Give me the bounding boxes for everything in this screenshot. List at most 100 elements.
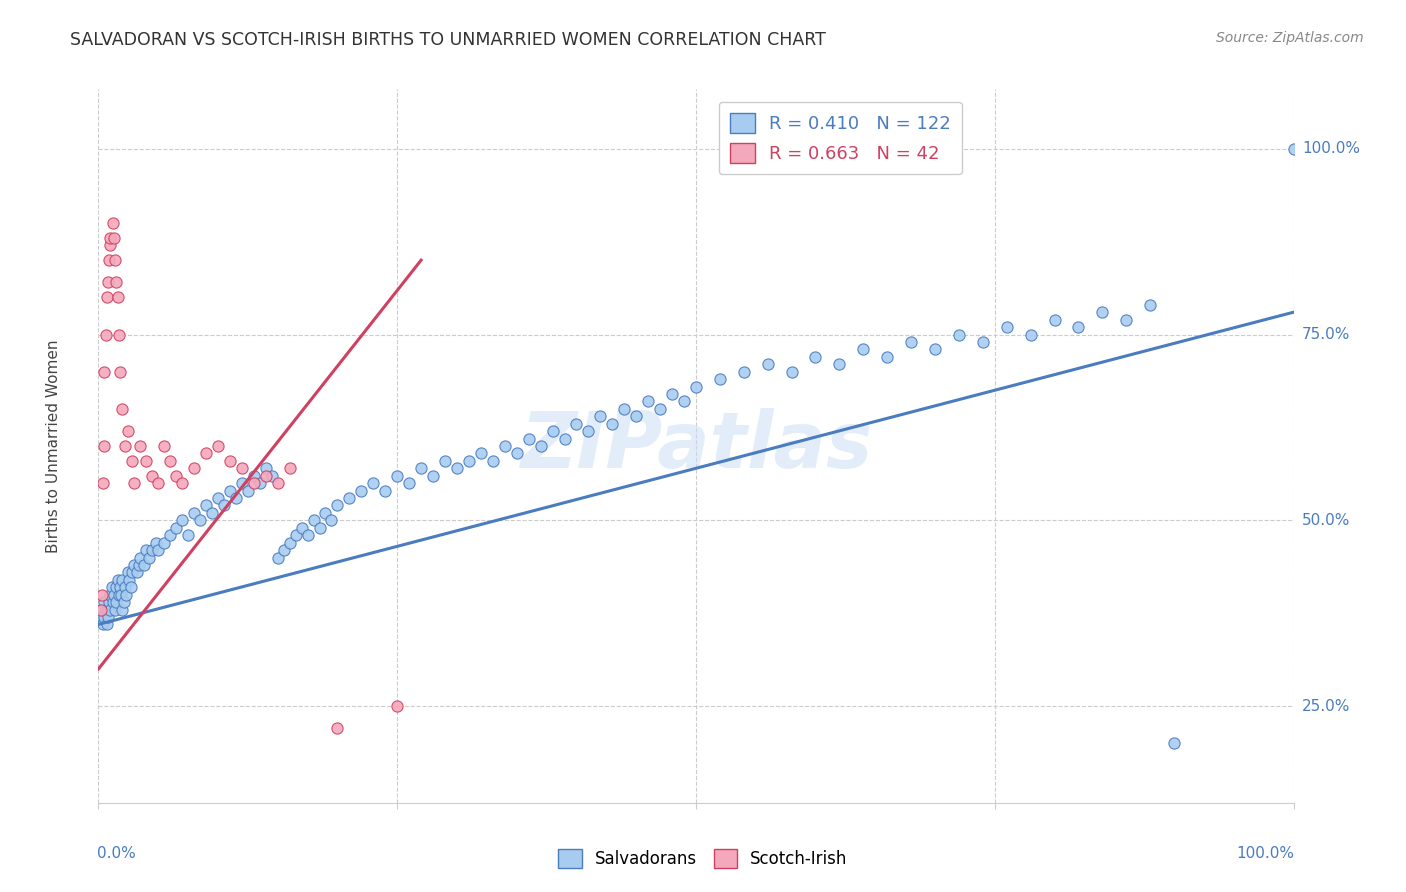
Point [434, 454, 457, 468]
Point [98, 595, 121, 609]
Point [98, 231, 122, 245]
Point [91, 617, 114, 632]
Point [900, 334, 922, 349]
Point [124, 558, 146, 572]
Point [138, 550, 160, 565]
Point [104, 602, 127, 616]
Point [98, 588, 122, 602]
Point [212, 499, 235, 513]
Point [995, 320, 1018, 334]
Point [111, 401, 134, 416]
Legend: Salvadorans, Scotch-Irish: Salvadorans, Scotch-Irish [551, 842, 855, 875]
Point [225, 491, 247, 505]
Point [541, 424, 564, 438]
Text: ZIPatlas: ZIPatlas [520, 408, 872, 484]
Point [97, 276, 120, 290]
Point [589, 409, 612, 424]
Point [98, 253, 121, 268]
Point [231, 476, 253, 491]
Point [648, 401, 672, 416]
Point [114, 580, 136, 594]
Point [1115, 312, 1137, 326]
Point [153, 535, 176, 549]
Point [578, 424, 600, 438]
Point [207, 439, 229, 453]
Point [948, 327, 970, 342]
Point [107, 327, 129, 342]
Point [135, 454, 157, 468]
Point [107, 588, 129, 602]
Point [243, 476, 266, 491]
Point [165, 521, 187, 535]
Point [302, 513, 325, 527]
Point [104, 253, 127, 268]
Point [94, 602, 117, 616]
Point [105, 595, 128, 609]
Point [1067, 320, 1090, 334]
Point [685, 379, 707, 393]
Point [267, 476, 290, 491]
Point [93, 365, 115, 379]
Point [97, 602, 120, 616]
Point [96, 617, 118, 632]
Point [153, 439, 176, 453]
Point [876, 350, 898, 364]
Point [339, 491, 361, 505]
Point [135, 543, 157, 558]
Point [148, 476, 170, 491]
Point [165, 468, 187, 483]
Point [103, 588, 125, 602]
Point [101, 595, 124, 609]
Point [602, 417, 624, 431]
Point [363, 476, 385, 491]
Point [530, 439, 553, 453]
Point [1163, 736, 1185, 750]
Point [107, 573, 129, 587]
Point [107, 290, 129, 304]
Point [183, 506, 205, 520]
Point [129, 550, 152, 565]
Point [470, 446, 492, 460]
Point [411, 461, 433, 475]
Point [159, 454, 181, 468]
Point [114, 439, 136, 453]
Point [780, 365, 803, 379]
Point [243, 468, 266, 483]
Point [129, 439, 152, 453]
Point [98, 238, 122, 252]
Point [249, 476, 271, 491]
Point [121, 566, 143, 580]
Text: 100.0%: 100.0% [1302, 141, 1360, 156]
Point [195, 446, 218, 460]
Point [124, 476, 146, 491]
Point [398, 476, 420, 491]
Point [96, 290, 118, 304]
Point [111, 602, 134, 616]
Point [297, 528, 319, 542]
Point [207, 491, 229, 505]
Point [350, 483, 373, 498]
Point [326, 499, 349, 513]
Text: SALVADORAN VS SCOTCH-IRISH BIRTHS TO UNMARRIED WOMEN CORRELATION CHART: SALVADORAN VS SCOTCH-IRISH BIRTHS TO UNM… [70, 31, 827, 49]
Point [1043, 312, 1066, 326]
Point [278, 461, 301, 475]
Point [103, 231, 125, 245]
Point [177, 528, 200, 542]
Point [94, 327, 117, 342]
Point [108, 580, 131, 594]
Text: Births to Unmarried Women: Births to Unmarried Women [46, 339, 60, 553]
Point [308, 521, 330, 535]
Point [183, 461, 205, 475]
Point [254, 461, 277, 475]
Point [219, 483, 242, 498]
Point [115, 588, 138, 602]
Point [828, 357, 851, 371]
Point [159, 528, 181, 542]
Point [284, 528, 307, 542]
Point [613, 401, 636, 416]
Point [458, 454, 481, 468]
Point [219, 454, 242, 468]
Point [260, 468, 283, 483]
Point [201, 506, 224, 520]
Point [121, 454, 143, 468]
